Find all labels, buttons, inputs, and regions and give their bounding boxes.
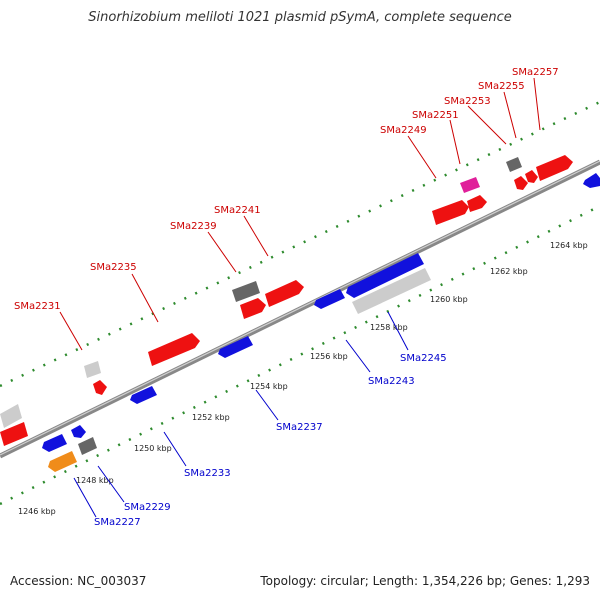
callout-line bbox=[207, 231, 237, 273]
callout-line bbox=[59, 311, 83, 351]
gene-label-sma2243: SMa2243 bbox=[368, 376, 415, 387]
gene-feature bbox=[232, 281, 260, 302]
tick-label: 1256 kbp bbox=[310, 352, 348, 361]
callout-line bbox=[503, 91, 517, 139]
callout-line bbox=[387, 311, 409, 351]
gene-label-sma2249: SMa2249 bbox=[380, 125, 427, 136]
gene-label-sma2255: SMa2255 bbox=[478, 81, 525, 92]
forward-features bbox=[0, 155, 573, 446]
gene-label-sma2231: SMa2231 bbox=[14, 301, 61, 312]
reverse-gene-labels: SMa2227 SMa2229 SMa2233 SMa2237 SMa2243 … bbox=[94, 353, 447, 528]
map-title: Sinorhizobium meliloti 1021 plasmid pSym… bbox=[88, 10, 512, 25]
callout-line bbox=[467, 105, 507, 145]
callout-line bbox=[407, 135, 437, 179]
gene-feature bbox=[467, 195, 487, 212]
gene-label-sma2241: SMa2241 bbox=[214, 205, 261, 216]
gene-feature bbox=[314, 289, 345, 309]
backbone-line bbox=[0, 159, 600, 459]
callout-line bbox=[97, 465, 125, 503]
gene-feature bbox=[42, 434, 67, 452]
callout-line bbox=[533, 77, 541, 131]
genome-summary-label: Topology: circular; Length: 1,354,226 bp… bbox=[260, 574, 590, 588]
accession-label: Accession: NC_003037 bbox=[10, 574, 147, 588]
tick-label: 1250 kbp bbox=[134, 444, 172, 453]
gene-feature bbox=[148, 333, 200, 366]
gene-label-sma2237: SMa2237 bbox=[276, 422, 323, 433]
gene-feature bbox=[583, 173, 600, 188]
gene-feature bbox=[0, 422, 28, 446]
gene-feature bbox=[460, 177, 480, 193]
gene-feature bbox=[525, 170, 538, 183]
tick-label: 1262 kbp bbox=[490, 267, 528, 276]
gene-feature bbox=[506, 157, 522, 172]
callout-line bbox=[449, 119, 461, 165]
tick-label: 1254 kbp bbox=[250, 382, 288, 391]
gene-feature bbox=[265, 280, 304, 307]
gene-feature bbox=[346, 253, 424, 298]
gene-feature bbox=[0, 404, 22, 428]
gene-feature bbox=[71, 425, 86, 438]
gene-feature bbox=[240, 298, 266, 319]
tick-label: 1252 kbp bbox=[192, 413, 230, 422]
backbone-highlight bbox=[0, 160, 600, 456]
gene-label-sma2229: SMa2229 bbox=[124, 502, 171, 513]
callout-lines bbox=[59, 77, 541, 518]
tick-label: 1258 kbp bbox=[370, 323, 408, 332]
gene-feature bbox=[130, 386, 157, 404]
gene-feature bbox=[352, 268, 431, 314]
tick-labels: 1246 kbp 1248 kbp 1250 kbp 1252 kbp 1254… bbox=[18, 241, 588, 516]
gene-label-sma2235: SMa2235 bbox=[90, 262, 137, 273]
tick-label: 1248 kbp bbox=[76, 476, 114, 485]
gene-feature bbox=[84, 361, 101, 378]
gene-feature bbox=[536, 155, 573, 181]
reverse-features bbox=[42, 173, 600, 472]
gene-feature bbox=[48, 451, 77, 472]
forward-gene-labels: SMa2231 SMa2235 SMa2239 SMa2241 SMa2249 … bbox=[14, 67, 559, 312]
callout-line bbox=[255, 389, 279, 421]
gene-label-sma2257: SMa2257 bbox=[512, 67, 559, 78]
gene-label-sma2239: SMa2239 bbox=[170, 221, 217, 232]
gene-feature bbox=[218, 336, 253, 358]
gene-label-sma2227: SMa2227 bbox=[94, 517, 141, 528]
gene-feature bbox=[93, 380, 107, 395]
reverse-tick-row bbox=[0, 204, 600, 506]
tick-label: 1264 kbp bbox=[550, 241, 588, 250]
forward-tick-row bbox=[0, 100, 600, 388]
gene-label-sma2251: SMa2251 bbox=[412, 110, 459, 121]
gene-feature bbox=[514, 176, 528, 190]
tick-label: 1260 kbp bbox=[430, 295, 468, 304]
callout-line bbox=[163, 431, 187, 467]
gene-feature bbox=[78, 437, 97, 455]
callout-line bbox=[243, 215, 269, 257]
gene-feature bbox=[432, 200, 469, 225]
gene-label-sma2253: SMa2253 bbox=[444, 96, 491, 107]
gene-label-sma2233: SMa2233 bbox=[184, 468, 231, 479]
callout-line bbox=[131, 273, 159, 323]
callout-line bbox=[73, 477, 97, 518]
callout-line bbox=[345, 339, 371, 373]
gene-label-sma2245: SMa2245 bbox=[400, 353, 447, 364]
tick-label: 1246 kbp bbox=[18, 507, 56, 516]
